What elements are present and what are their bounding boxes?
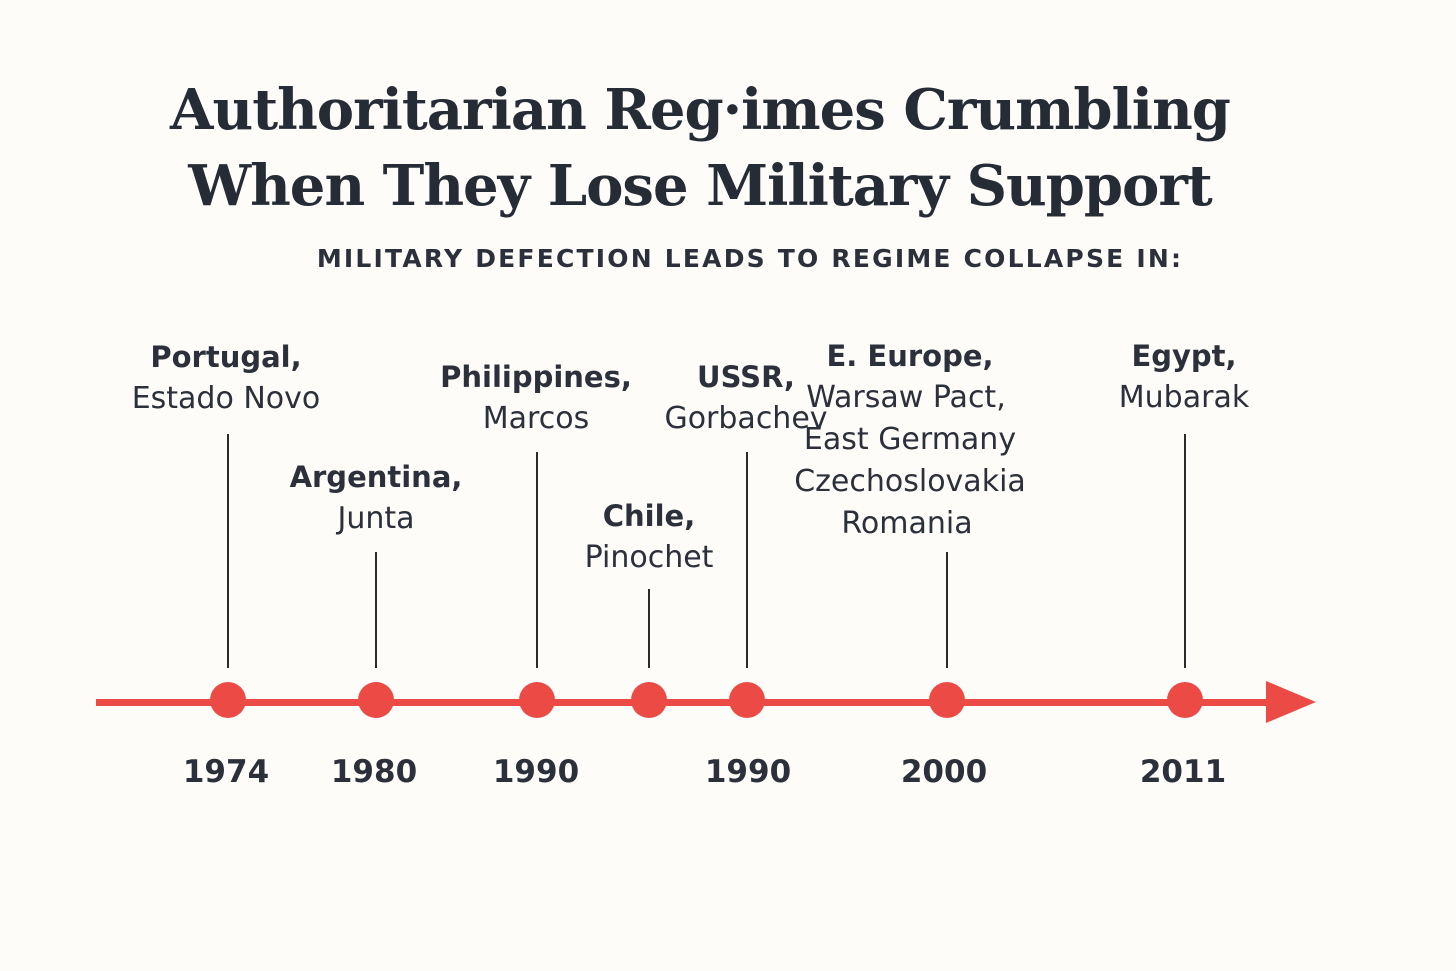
event-label-portugal: Portugal, Estado Novo	[76, 336, 376, 420]
event-detail: Marcos	[482, 401, 590, 436]
subtitle: MILITARY DEFECTION LEADS TO REGIME COLLA…	[316, 244, 1184, 273]
event-label-chile: Chile, Pinochet	[499, 495, 799, 579]
timeline-dot	[929, 682, 965, 718]
event-year: 2000	[900, 754, 988, 790]
timeline-dot	[210, 682, 246, 718]
timeline-dot	[631, 682, 667, 718]
timeline-dot	[358, 682, 394, 718]
timeline-arrow-icon	[1266, 681, 1316, 723]
event-detail: Romania	[841, 506, 973, 541]
title-line-1: Authoritarian Reg·imes Crumbling	[170, 77, 1231, 143]
event-stem	[1184, 434, 1186, 668]
event-label-argentina: Argentina, Junta	[226, 456, 526, 540]
event-detail: East Germany	[803, 422, 1017, 457]
event-country: Egypt,	[1131, 339, 1237, 373]
event-stem	[375, 552, 377, 668]
event-stem	[746, 452, 748, 668]
event-detail: Junta	[337, 501, 415, 536]
event-country: Portugal,	[150, 340, 302, 374]
event-country: E. Europe,	[826, 339, 994, 373]
event-year: 1990	[704, 754, 792, 790]
event-detail: Czechoslovakia	[794, 464, 1026, 499]
event-label-ussr: USSR, Gorbachev	[596, 356, 896, 440]
event-detail: Pinochet	[584, 540, 714, 575]
event-stem	[227, 434, 229, 668]
event-country: Chile,	[602, 499, 696, 533]
timeline-dot	[729, 682, 765, 718]
timeline-dot	[1167, 682, 1203, 718]
event-detail: Warsaw Pact,	[806, 380, 1006, 415]
event-country: Philippines,	[440, 360, 632, 394]
event-label-philippines: Philippines, Marcos	[386, 356, 686, 440]
event-label-egypt: Egypt, Mubarak	[1034, 335, 1334, 419]
event-country: Argentina,	[289, 460, 463, 494]
event-detail: Gorbachev	[664, 401, 828, 436]
timeline-dot	[519, 682, 555, 718]
page-title: Authoritarian Reg·imes Crumbling When Th…	[0, 72, 1400, 224]
timeline-axis	[96, 699, 1276, 706]
event-stem	[946, 552, 948, 668]
event-year: 1990	[492, 754, 580, 790]
event-detail: Estado Novo	[131, 381, 321, 416]
event-year: 2011	[1139, 754, 1227, 790]
event-country: USSR,	[697, 360, 795, 394]
event-stem	[536, 452, 538, 668]
event-stem	[648, 589, 650, 668]
event-year: 1974	[182, 754, 270, 790]
event-label-eastern-europe: E. Europe, Warsaw Pact, East Germany Cze…	[760, 335, 1060, 545]
event-detail: Mubarak	[1118, 380, 1250, 415]
event-year: 1980	[330, 754, 418, 790]
title-line-2: When They Lose Military Support	[188, 153, 1213, 219]
